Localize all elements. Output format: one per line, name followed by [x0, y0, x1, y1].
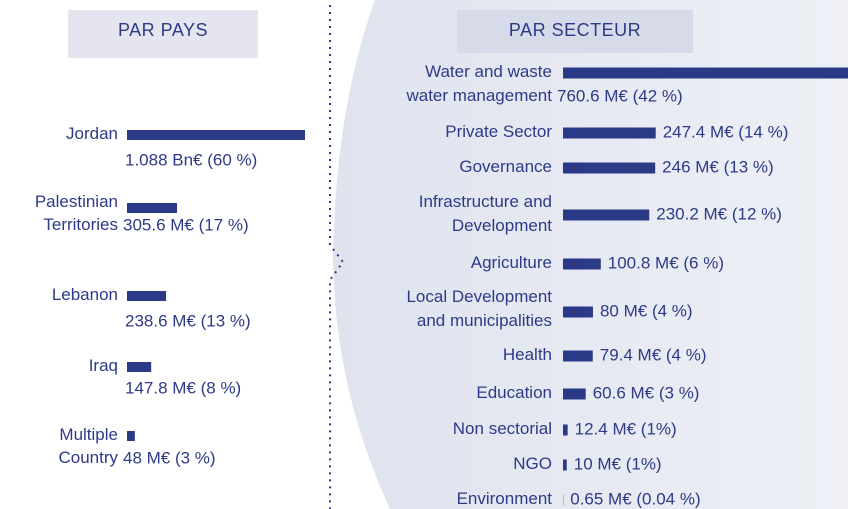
value-label: 12.4 M€ (1%)	[575, 419, 677, 438]
category-label: Environment	[457, 489, 553, 508]
bar	[127, 203, 177, 213]
background-panel	[333, 0, 848, 509]
value-label: 0.65 M€ (0.04 %)	[570, 489, 700, 508]
value-label: 48 M€ (3 %)	[123, 448, 216, 467]
bar	[563, 258, 601, 270]
category-label: Multiple Country	[58, 425, 118, 467]
value-label: 305.6 M€ (17 %)	[123, 215, 249, 234]
chart-title: PAR SECTEUR	[509, 20, 641, 40]
category-label: Agriculture	[471, 253, 552, 272]
value-label: 238.6 M€ (13 %)	[125, 311, 251, 330]
category-label: NGO	[513, 454, 552, 473]
category-label: Jordan	[66, 124, 118, 143]
bar	[127, 130, 305, 140]
value-label: 760.6 M€ (42 %)	[557, 86, 683, 105]
title-box	[457, 10, 693, 53]
value-label: 246 M€ (13 %)	[662, 157, 774, 176]
chart-title: PAR PAYS	[118, 20, 208, 40]
bar	[563, 306, 593, 318]
value-label: 100.8 M€ (6 %)	[608, 253, 724, 272]
category-label: Health	[503, 345, 552, 364]
category-label: Education	[476, 383, 552, 402]
category-label: Infrastructure and Development	[419, 192, 553, 235]
bar	[127, 362, 152, 372]
category-label: Iraq	[89, 356, 118, 375]
value-label: 80 M€ (4 %)	[600, 301, 693, 320]
category-label: Water and waste water management	[405, 62, 552, 105]
bar	[563, 388, 586, 400]
value-label: 230.2 M€ (12 %)	[656, 204, 782, 223]
bar	[563, 459, 567, 471]
value-label: 60.6 M€ (3 %)	[593, 383, 700, 402]
value-label: 10 M€ (1%)	[574, 454, 662, 473]
bar	[563, 350, 593, 362]
bar	[563, 67, 848, 79]
category-label: Governance	[459, 157, 552, 176]
category-label: Local Development and municipalities	[406, 287, 552, 330]
value-label: 147.8 M€ (8 %)	[125, 378, 241, 397]
category-label: Private Sector	[445, 122, 552, 141]
value-label: 79.4 M€ (4 %)	[600, 345, 707, 364]
bar	[563, 127, 656, 139]
bar	[127, 291, 167, 301]
value-label: 247.4 M€ (14 %)	[663, 122, 789, 141]
bar	[563, 209, 650, 221]
bar	[563, 162, 656, 174]
bar	[563, 424, 568, 436]
bar	[127, 431, 135, 441]
category-label: Non sectorial	[453, 419, 552, 438]
value-label: 1.088 Bn€ (60 %)	[125, 150, 257, 169]
title-box	[68, 10, 258, 58]
category-label: Lebanon	[52, 285, 118, 304]
category-label: Palestinian Territories	[35, 192, 118, 234]
